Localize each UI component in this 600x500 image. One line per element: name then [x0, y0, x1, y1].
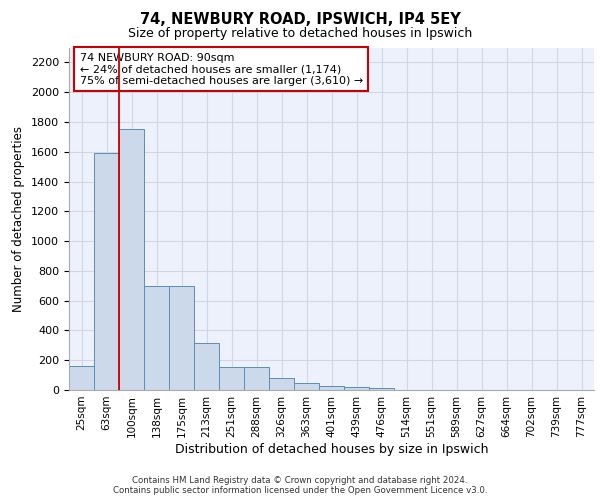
Bar — [144, 286, 169, 390]
Text: 74 NEWBURY ROAD: 90sqm
← 24% of detached houses are smaller (1,174)
75% of semi-: 74 NEWBURY ROAD: 90sqm ← 24% of detached… — [79, 52, 363, 86]
Bar — [319, 386, 344, 390]
Bar — [119, 130, 144, 390]
Bar — [369, 388, 394, 390]
Bar — [169, 286, 194, 390]
Text: Contains HM Land Registry data © Crown copyright and database right 2024.
Contai: Contains HM Land Registry data © Crown c… — [113, 476, 487, 495]
Bar — [194, 343, 219, 390]
Bar — [69, 366, 94, 390]
Bar — [94, 153, 119, 390]
Bar — [294, 382, 319, 390]
Text: 74, NEWBURY ROAD, IPSWICH, IP4 5EY: 74, NEWBURY ROAD, IPSWICH, IP4 5EY — [140, 12, 460, 28]
Bar — [244, 367, 269, 390]
Y-axis label: Number of detached properties: Number of detached properties — [13, 126, 25, 312]
Bar — [344, 387, 369, 390]
Bar — [269, 378, 294, 390]
X-axis label: Distribution of detached houses by size in Ipswich: Distribution of detached houses by size … — [175, 442, 488, 456]
Bar — [219, 367, 244, 390]
Text: Size of property relative to detached houses in Ipswich: Size of property relative to detached ho… — [128, 28, 472, 40]
